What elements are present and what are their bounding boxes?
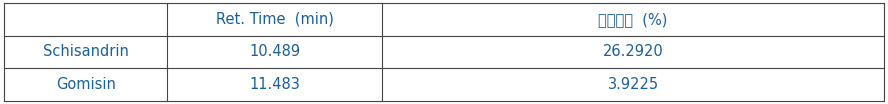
Text: 상대함량  (%): 상대함량 (%)	[599, 12, 668, 27]
Text: 3.9225: 3.9225	[607, 77, 659, 92]
Text: 11.483: 11.483	[250, 77, 300, 92]
Text: Ret. Time  (min): Ret. Time (min)	[216, 12, 334, 27]
Text: Schisandrin: Schisandrin	[43, 45, 129, 59]
Text: 10.489: 10.489	[250, 45, 300, 59]
Text: 26.2920: 26.2920	[603, 45, 663, 59]
Text: Gomisin: Gomisin	[56, 77, 115, 92]
